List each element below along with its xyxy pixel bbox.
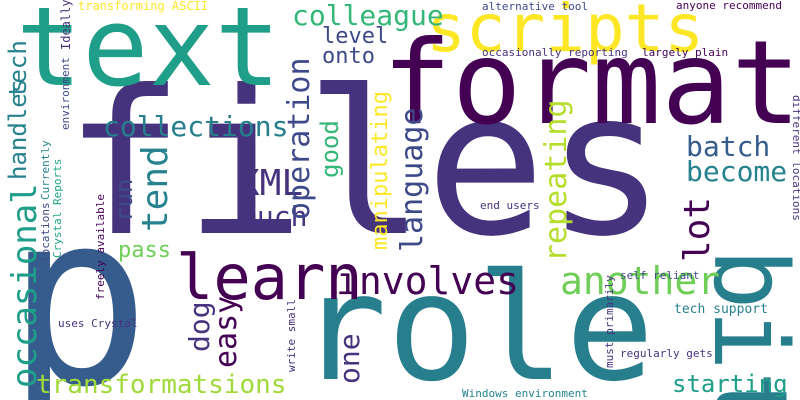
word-manipulating: manipulating (368, 91, 393, 250)
word-collections: collections (103, 110, 289, 143)
word-learn: learn (176, 241, 363, 314)
word-operation: operation (282, 57, 317, 220)
word-language: language (395, 107, 430, 253)
word-must-primarily: must primarily (603, 275, 616, 368)
word-starting: starting (672, 370, 788, 398)
word-tend: tend (135, 145, 176, 232)
word-level: level (322, 24, 389, 49)
word-transformatsions: transformatsions (36, 370, 287, 400)
word-currently: Currently (39, 140, 52, 200)
word-tech-support: tech support (674, 302, 768, 317)
word-crystal-reports: Crystal Reports (51, 158, 64, 258)
word-repeating: repeating (539, 99, 574, 262)
word-p: p (6, 160, 151, 400)
word-largely-plain: largely plain (642, 46, 729, 59)
word-different-locations: different locations (790, 95, 800, 221)
word-environment: environment (59, 57, 72, 130)
word-uses-crystal: uses Crystal (58, 317, 138, 330)
word-self-reliant: self reliant (620, 269, 700, 282)
word-become: become (686, 155, 788, 188)
word-regularly-gets: regularly gets (620, 347, 713, 360)
word-dog: dog (183, 301, 216, 352)
word-colleague: colleague (292, 0, 444, 32)
word-easy: easy (209, 295, 244, 368)
word-much: much (240, 200, 308, 233)
word-onto: onto (322, 44, 375, 69)
word-tech-big: tech (4, 40, 32, 98)
word-anyone-recommend: anyone recommend (676, 0, 782, 12)
word-write-small: write small (285, 299, 298, 372)
word-occasionally-reporting: occasionally reporting (482, 46, 628, 59)
word-windows-environment: Windows environment (462, 387, 588, 400)
word-batch: batch (686, 130, 771, 163)
word-alternative-tool: alternative tool (482, 0, 588, 13)
word-run: run (110, 178, 138, 222)
word-one: one (333, 333, 366, 384)
word-end-users: end users (480, 199, 540, 212)
word-lot: lot (677, 196, 718, 262)
word-scripts: scripts (426, 0, 705, 67)
word-ideally: Ideally (59, 0, 73, 50)
word-involves: involves (336, 259, 520, 303)
word-another: another (560, 259, 721, 303)
word-role: role (298, 242, 655, 400)
word-occasional: occasional (5, 183, 45, 388)
word-files: files (64, 48, 667, 281)
word-pass: pass (118, 238, 171, 263)
word-good: good (316, 120, 344, 178)
word-locations: locations (39, 202, 52, 262)
word-xml: XML (238, 163, 304, 204)
word-format: format (382, 16, 800, 151)
word-text: text (16, 0, 281, 111)
word-transforming-ascii: transforming ASCII (78, 0, 209, 13)
word-freely-available: freely available (94, 194, 107, 300)
